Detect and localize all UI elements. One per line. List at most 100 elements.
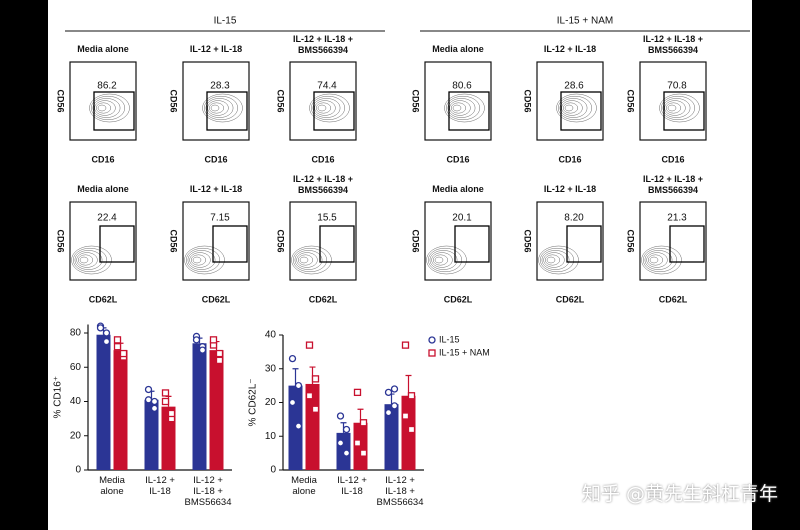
data-point xyxy=(102,337,111,346)
plot-frame xyxy=(182,201,250,281)
contour xyxy=(185,247,221,273)
group-title: IL-15 + NAM xyxy=(557,16,613,27)
y-axis-label: CD56 xyxy=(56,229,66,252)
y-tick-label: 60 xyxy=(70,362,82,373)
contour xyxy=(74,250,103,270)
contour xyxy=(451,102,466,114)
contour xyxy=(79,256,89,264)
panel-title: IL-12 + IL-18 xyxy=(189,44,243,54)
contour xyxy=(316,102,331,114)
y-tick-label: 80 xyxy=(70,328,82,339)
data-point xyxy=(294,422,303,430)
gate xyxy=(669,225,705,263)
x-axis-label: CD62L xyxy=(556,294,585,304)
gate-value: 22.4 xyxy=(97,213,117,224)
bar xyxy=(192,343,207,470)
data-point xyxy=(150,397,159,406)
contour xyxy=(294,250,323,270)
data-point xyxy=(113,336,122,344)
contour xyxy=(191,254,206,266)
contour xyxy=(564,104,574,112)
y-axis-label: CD56 xyxy=(626,229,636,252)
contour xyxy=(545,254,560,266)
contour xyxy=(90,95,126,121)
gate-value: 8.20 xyxy=(564,213,584,224)
contour xyxy=(299,256,309,264)
contour xyxy=(426,245,467,275)
contour xyxy=(187,250,216,270)
data-point xyxy=(209,336,218,344)
gate-value: 21.3 xyxy=(667,213,687,224)
contour xyxy=(660,95,696,121)
x-tick-label: IL-12 + IL-18 xyxy=(145,475,175,497)
contour xyxy=(659,93,700,123)
panel-title: Media alone xyxy=(77,184,129,194)
gate xyxy=(99,225,135,263)
contour xyxy=(557,95,593,121)
gate xyxy=(313,91,355,131)
contour xyxy=(89,93,130,123)
contour xyxy=(317,104,327,112)
x-axis-label: CD16 xyxy=(204,154,227,164)
legend-label: IL-15 + NAM xyxy=(439,347,490,357)
gate xyxy=(448,91,490,131)
y-axis-label: CD56 xyxy=(626,89,636,112)
contour xyxy=(641,245,682,275)
contour xyxy=(97,104,107,112)
data-point xyxy=(150,404,159,413)
gate xyxy=(206,91,248,131)
legend-label: IL-15 xyxy=(439,334,460,344)
data-point xyxy=(384,388,393,397)
x-axis-label: CD62L xyxy=(202,294,231,304)
x-axis-label: CD62L xyxy=(89,294,118,304)
contour xyxy=(559,98,588,118)
x-tick-label: IL-12 + IL-18 + BMS56634 xyxy=(184,475,232,508)
gate-value: 70.8 xyxy=(667,81,687,92)
gate-value: 20.1 xyxy=(452,213,472,224)
y-axis-label: CD56 xyxy=(411,229,421,252)
gate xyxy=(566,225,602,263)
contour xyxy=(539,247,575,273)
data-point xyxy=(161,389,170,397)
contour xyxy=(556,93,597,123)
bar xyxy=(384,404,399,470)
legend-marker xyxy=(428,349,436,357)
contour xyxy=(203,95,239,121)
x-axis-label: CD16 xyxy=(661,154,684,164)
data-point xyxy=(390,385,399,393)
contour xyxy=(543,252,565,268)
data-point xyxy=(161,397,170,406)
y-axis-label: CD56 xyxy=(169,229,179,252)
panel-title: IL-12 + IL-18 xyxy=(543,44,597,54)
legend-marker xyxy=(428,336,436,344)
data-point xyxy=(144,385,153,394)
watermark: 知乎 @黄先生斜杠青年 xyxy=(581,483,778,505)
contour xyxy=(648,254,663,266)
data-point xyxy=(336,439,345,447)
plot-frame xyxy=(289,61,357,141)
y-axis-label: CD56 xyxy=(276,89,286,112)
contour xyxy=(189,252,211,268)
plot-frame xyxy=(536,201,604,281)
contour xyxy=(427,247,463,273)
gate-value: 28.6 xyxy=(564,81,584,92)
panel-title: IL-12 + IL-18 + BMS566394 xyxy=(642,174,704,195)
data-point xyxy=(288,354,297,363)
contour xyxy=(192,256,202,264)
panel-title: Media alone xyxy=(432,44,484,54)
panel-title: Media alone xyxy=(432,184,484,194)
bar xyxy=(161,406,176,470)
data-point xyxy=(342,425,351,434)
x-tick-label: IL-12 + IL-18 + BMS56634 xyxy=(376,475,424,508)
plot-frame xyxy=(639,61,707,141)
x-tick-label: IL-12 + IL-18 xyxy=(337,475,367,497)
data-point xyxy=(359,419,368,427)
y-tick-label: 40 xyxy=(265,330,277,341)
contour xyxy=(447,98,476,118)
data-point xyxy=(342,449,351,457)
contour xyxy=(433,254,448,266)
contour xyxy=(202,93,243,123)
bar xyxy=(305,383,320,470)
